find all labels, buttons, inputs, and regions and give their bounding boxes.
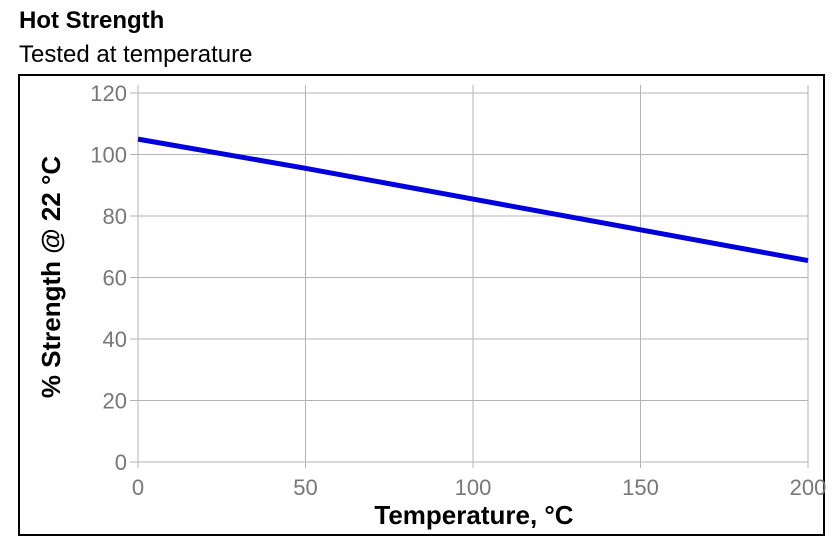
chart-subtitle: Tested at temperature bbox=[19, 41, 253, 68]
chart-frame bbox=[18, 74, 825, 536]
y-axis-ticks: 0 20 40 60 80 100 120 bbox=[90, 81, 127, 475]
series-line-0 bbox=[137, 136, 809, 264]
y-tick-label-60: 60 bbox=[103, 266, 127, 291]
x-tick-label-200: 200 bbox=[790, 475, 827, 500]
x-tick-label-50: 50 bbox=[293, 475, 317, 500]
x-tick-label-100: 100 bbox=[455, 475, 492, 500]
x-tick-label-0: 0 bbox=[132, 475, 144, 500]
y-axis-title: % Strength @ 22 °C bbox=[36, 156, 66, 399]
y-tick-label-0: 0 bbox=[115, 450, 127, 475]
x-tick-label-150: 150 bbox=[622, 475, 659, 500]
y-tick-label-80: 80 bbox=[103, 204, 127, 229]
y-tick-label-120: 120 bbox=[90, 81, 127, 106]
x-axis-title: Temperature, °C bbox=[374, 500, 573, 530]
y-tick-label-100: 100 bbox=[90, 143, 127, 168]
chart-title: Hot Strength bbox=[19, 7, 165, 34]
y-tick-label-40: 40 bbox=[103, 327, 127, 352]
x-axis-ticks: 0 50 100 150 200 bbox=[132, 475, 826, 500]
series-layer bbox=[137, 136, 809, 264]
y-tick-label-20: 20 bbox=[103, 389, 127, 414]
grid-lines bbox=[130, 85, 809, 468]
